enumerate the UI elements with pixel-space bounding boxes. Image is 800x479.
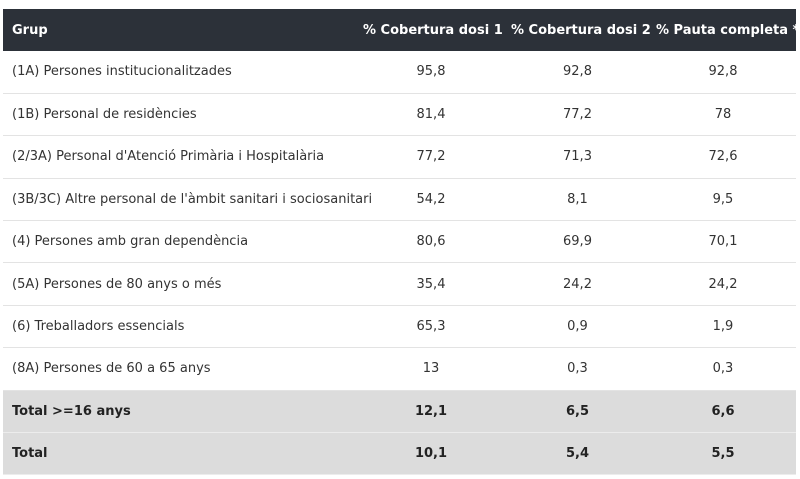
coverage-table-container: Grup % Cobertura dosi 1 % Cobertura dosi… bbox=[3, 9, 800, 475]
cell-dosi2: 71,3 bbox=[563, 149, 592, 165]
column-header-dosi1: % Cobertura dosi 1 bbox=[363, 22, 503, 38]
cell-pauta: 6,6 bbox=[711, 403, 735, 419]
cell-dosi2: 24,2 bbox=[563, 276, 592, 292]
table-row: (5A) Persones de 80 anys o més 35,4 24,2… bbox=[3, 263, 796, 306]
cell-pauta: 9,5 bbox=[712, 191, 734, 207]
cell-grup: (4) Persones amb gran dependència bbox=[12, 234, 249, 250]
table-row: (8A) Persones de 60 a 65 anys 13 0,3 0,3 bbox=[3, 348, 796, 391]
cell-pauta: 1,9 bbox=[712, 319, 734, 335]
coverage-table: Grup % Cobertura dosi 1 % Cobertura dosi… bbox=[3, 9, 800, 475]
cell-dosi1: 80,6 bbox=[416, 234, 446, 250]
cell-dosi1: 81,4 bbox=[416, 107, 446, 123]
cell-dosi2: 5,4 bbox=[565, 446, 590, 462]
table-body: (1A) Persones institucionalitzades 95,8 … bbox=[3, 51, 796, 475]
column-header-grup: Grup bbox=[12, 22, 48, 38]
table-header: Grup % Cobertura dosi 1 % Cobertura dosi… bbox=[3, 9, 800, 51]
cell-dosi1: 35,4 bbox=[416, 276, 446, 292]
cell-grup: (2/3A) Personal d'Atenció Primària i Hos… bbox=[12, 149, 325, 165]
cell-dosi2: 0,3 bbox=[567, 361, 588, 377]
column-header-dosi2: % Cobertura dosi 2 bbox=[511, 22, 651, 38]
cell-dosi1: 13 bbox=[422, 361, 440, 377]
cell-pauta: 92,8 bbox=[708, 64, 738, 80]
cell-grup: Total >=16 anys bbox=[12, 403, 131, 419]
total-row-16-plus: Total >=16 anys 12,1 6,5 6,6 bbox=[3, 390, 796, 433]
column-header-pauta: % Pauta completa * bbox=[656, 22, 800, 38]
total-row: Total 10,1 5,4 5,5 bbox=[3, 432, 796, 475]
cell-grup: (3B/3C) Altre personal de l'àmbit sanita… bbox=[12, 191, 373, 207]
cell-dosi2: 92,8 bbox=[563, 64, 592, 80]
cell-pauta: 72,6 bbox=[708, 149, 738, 165]
cell-dosi2: 77,2 bbox=[563, 107, 592, 123]
cell-dosi1: 10,1 bbox=[414, 446, 448, 462]
table-row: (2/3A) Personal d'Atenció Primària i Hos… bbox=[3, 136, 796, 179]
cell-pauta: 70,1 bbox=[708, 234, 738, 250]
cell-dosi1: 95,8 bbox=[416, 64, 446, 80]
cell-grup: (1A) Persones institucionalitzades bbox=[12, 64, 232, 80]
cell-grup: (1B) Personal de residències bbox=[12, 107, 197, 123]
header-row: Grup % Cobertura dosi 1 % Cobertura dosi… bbox=[3, 9, 800, 51]
cell-dosi1: 65,3 bbox=[416, 319, 446, 335]
table-row: (6) Treballadors essencials 65,3 0,9 1,9 bbox=[3, 305, 796, 348]
cell-dosi2: 8,1 bbox=[567, 191, 588, 207]
table-row: (3B/3C) Altre personal de l'àmbit sanita… bbox=[3, 178, 796, 221]
cell-dosi2: 6,5 bbox=[565, 403, 590, 419]
table-row: (4) Persones amb gran dependència 80,6 6… bbox=[3, 221, 796, 263]
cell-dosi2: 69,9 bbox=[563, 234, 592, 250]
table-row: (1A) Persones institucionalitzades 95,8 … bbox=[3, 51, 796, 94]
cell-pauta: 24,2 bbox=[708, 276, 738, 292]
cell-grup: (6) Treballadors essencials bbox=[12, 319, 185, 335]
cell-grup: Total bbox=[12, 446, 48, 462]
cell-grup: (8A) Persones de 60 a 65 anys bbox=[12, 361, 211, 377]
cell-pauta: 5,5 bbox=[711, 446, 735, 462]
cell-dosi2: 0,9 bbox=[567, 319, 588, 335]
cell-pauta: 78 bbox=[714, 107, 732, 123]
cell-dosi1: 12,1 bbox=[414, 403, 448, 419]
cell-dosi1: 54,2 bbox=[416, 191, 446, 207]
cell-dosi1: 77,2 bbox=[416, 149, 446, 165]
table-row: (1B) Personal de residències 81,4 77,2 7… bbox=[3, 93, 796, 136]
cell-pauta: 0,3 bbox=[712, 361, 734, 377]
cell-grup: (5A) Persones de 80 anys o més bbox=[12, 276, 222, 292]
